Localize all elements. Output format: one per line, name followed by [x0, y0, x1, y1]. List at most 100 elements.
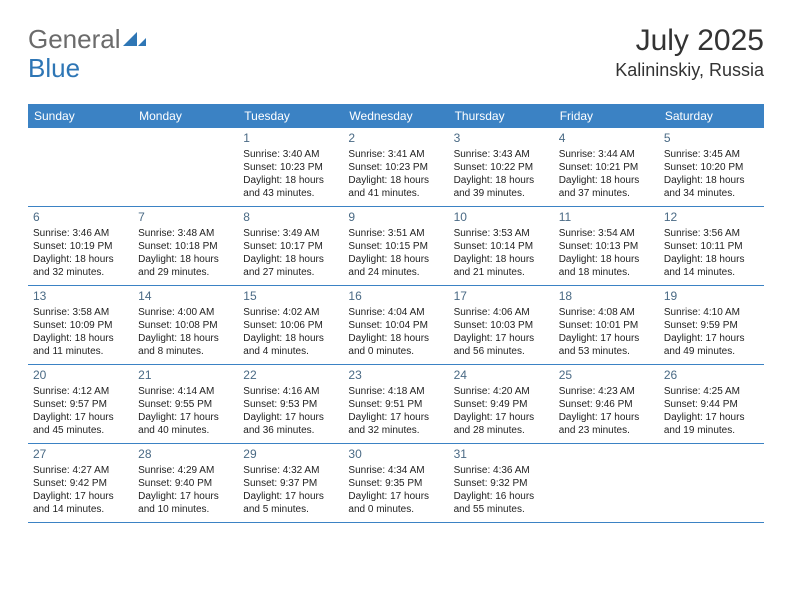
daylight-line: Daylight: 18 hours and 18 minutes.: [559, 253, 654, 279]
logo-text-blue: Blue: [28, 53, 80, 84]
day-cell: 6Sunrise: 3:46 AMSunset: 10:19 PMDayligh…: [28, 207, 133, 285]
day-number: 31: [454, 447, 549, 463]
day-number: 3: [454, 131, 549, 147]
day-cell-empty: [28, 128, 133, 206]
daylight-line: Daylight: 18 hours and 39 minutes.: [454, 174, 549, 200]
daylight-line: Daylight: 18 hours and 32 minutes.: [33, 253, 128, 279]
week-row: 13Sunrise: 3:58 AMSunset: 10:09 PMDaylig…: [28, 286, 764, 365]
day-number: 15: [243, 289, 338, 305]
day-header-friday: Friday: [554, 104, 659, 128]
daylight-line: Daylight: 18 hours and 43 minutes.: [243, 174, 338, 200]
day-cell: 18Sunrise: 4:08 AMSunset: 10:01 PMDaylig…: [554, 286, 659, 364]
sunrise-line: Sunrise: 4:12 AM: [33, 385, 128, 398]
day-number: 20: [33, 368, 128, 384]
logo-triangle-icon: [123, 30, 147, 50]
daylight-line: Daylight: 17 hours and 14 minutes.: [33, 490, 128, 516]
sunrise-line: Sunrise: 4:29 AM: [138, 464, 233, 477]
sunset-line: Sunset: 10:20 PM: [664, 161, 759, 174]
daylight-line: Daylight: 18 hours and 0 minutes.: [348, 332, 443, 358]
day-number: 13: [33, 289, 128, 305]
sunrise-line: Sunrise: 3:53 AM: [454, 227, 549, 240]
day-cell: 24Sunrise: 4:20 AMSunset: 9:49 PMDayligh…: [449, 365, 554, 443]
daylight-line: Daylight: 18 hours and 11 minutes.: [33, 332, 128, 358]
day-number: 18: [559, 289, 654, 305]
daylight-line: Daylight: 18 hours and 41 minutes.: [348, 174, 443, 200]
day-cell: 3Sunrise: 3:43 AMSunset: 10:22 PMDayligh…: [449, 128, 554, 206]
sunset-line: Sunset: 9:42 PM: [33, 477, 128, 490]
day-number: 28: [138, 447, 233, 463]
sunrise-line: Sunrise: 3:49 AM: [243, 227, 338, 240]
logo-text-gray: General: [28, 24, 121, 55]
day-header-saturday: Saturday: [659, 104, 764, 128]
sunrise-line: Sunrise: 3:51 AM: [348, 227, 443, 240]
daylight-line: Daylight: 17 hours and 49 minutes.: [664, 332, 759, 358]
daylight-line: Daylight: 17 hours and 10 minutes.: [138, 490, 233, 516]
day-cell: 8Sunrise: 3:49 AMSunset: 10:17 PMDayligh…: [238, 207, 343, 285]
sunrise-line: Sunrise: 4:18 AM: [348, 385, 443, 398]
sunset-line: Sunset: 10:03 PM: [454, 319, 549, 332]
day-cell: 17Sunrise: 4:06 AMSunset: 10:03 PMDaylig…: [449, 286, 554, 364]
day-number: 11: [559, 210, 654, 226]
daylight-line: Daylight: 18 hours and 29 minutes.: [138, 253, 233, 279]
sunset-line: Sunset: 10:23 PM: [243, 161, 338, 174]
sunrise-line: Sunrise: 3:46 AM: [33, 227, 128, 240]
sunset-line: Sunset: 9:44 PM: [664, 398, 759, 411]
page-title: July 2025: [615, 24, 764, 58]
sunrise-line: Sunrise: 4:27 AM: [33, 464, 128, 477]
sunset-line: Sunset: 10:09 PM: [33, 319, 128, 332]
day-number: 6: [33, 210, 128, 226]
sunset-line: Sunset: 9:35 PM: [348, 477, 443, 490]
day-cell: 11Sunrise: 3:54 AMSunset: 10:13 PMDaylig…: [554, 207, 659, 285]
day-number: 7: [138, 210, 233, 226]
sunrise-line: Sunrise: 3:44 AM: [559, 148, 654, 161]
day-header-wednesday: Wednesday: [343, 104, 448, 128]
sunset-line: Sunset: 10:17 PM: [243, 240, 338, 253]
sunset-line: Sunset: 10:08 PM: [138, 319, 233, 332]
day-number: 25: [559, 368, 654, 384]
daylight-line: Daylight: 18 hours and 27 minutes.: [243, 253, 338, 279]
week-row: 27Sunrise: 4:27 AMSunset: 9:42 PMDayligh…: [28, 444, 764, 523]
daylight-line: Daylight: 18 hours and 24 minutes.: [348, 253, 443, 279]
daylight-line: Daylight: 17 hours and 40 minutes.: [138, 411, 233, 437]
day-number: 5: [664, 131, 759, 147]
sunrise-line: Sunrise: 3:58 AM: [33, 306, 128, 319]
sunrise-line: Sunrise: 4:23 AM: [559, 385, 654, 398]
sunrise-line: Sunrise: 4:08 AM: [559, 306, 654, 319]
day-cell: 16Sunrise: 4:04 AMSunset: 10:04 PMDaylig…: [343, 286, 448, 364]
daylight-line: Daylight: 16 hours and 55 minutes.: [454, 490, 549, 516]
daylight-line: Daylight: 18 hours and 14 minutes.: [664, 253, 759, 279]
day-cell: 1Sunrise: 3:40 AMSunset: 10:23 PMDayligh…: [238, 128, 343, 206]
sunrise-line: Sunrise: 4:16 AM: [243, 385, 338, 398]
day-cell: 13Sunrise: 3:58 AMSunset: 10:09 PMDaylig…: [28, 286, 133, 364]
sunset-line: Sunset: 9:40 PM: [138, 477, 233, 490]
day-cell: 29Sunrise: 4:32 AMSunset: 9:37 PMDayligh…: [238, 444, 343, 522]
sunrise-line: Sunrise: 4:25 AM: [664, 385, 759, 398]
week-row: 20Sunrise: 4:12 AMSunset: 9:57 PMDayligh…: [28, 365, 764, 444]
sunrise-line: Sunrise: 3:45 AM: [664, 148, 759, 161]
daylight-line: Daylight: 17 hours and 5 minutes.: [243, 490, 338, 516]
day-number: 1: [243, 131, 338, 147]
daylight-line: Daylight: 17 hours and 0 minutes.: [348, 490, 443, 516]
sunrise-line: Sunrise: 3:54 AM: [559, 227, 654, 240]
day-number: 10: [454, 210, 549, 226]
day-header-monday: Monday: [133, 104, 238, 128]
day-cell: 26Sunrise: 4:25 AMSunset: 9:44 PMDayligh…: [659, 365, 764, 443]
daylight-line: Daylight: 17 hours and 32 minutes.: [348, 411, 443, 437]
day-cell: 27Sunrise: 4:27 AMSunset: 9:42 PMDayligh…: [28, 444, 133, 522]
sunset-line: Sunset: 9:59 PM: [664, 319, 759, 332]
sunrise-line: Sunrise: 4:02 AM: [243, 306, 338, 319]
sunset-line: Sunset: 10:13 PM: [559, 240, 654, 253]
sunrise-line: Sunrise: 4:20 AM: [454, 385, 549, 398]
calendar: SundayMondayTuesdayWednesdayThursdayFrid…: [28, 104, 764, 523]
sunset-line: Sunset: 10:22 PM: [454, 161, 549, 174]
sunrise-line: Sunrise: 3:48 AM: [138, 227, 233, 240]
day-number: 23: [348, 368, 443, 384]
daylight-line: Daylight: 18 hours and 37 minutes.: [559, 174, 654, 200]
day-cell: 14Sunrise: 4:00 AMSunset: 10:08 PMDaylig…: [133, 286, 238, 364]
day-number: 24: [454, 368, 549, 384]
daylight-line: Daylight: 17 hours and 28 minutes.: [454, 411, 549, 437]
daylight-line: Daylight: 17 hours and 23 minutes.: [559, 411, 654, 437]
weeks-container: 1Sunrise: 3:40 AMSunset: 10:23 PMDayligh…: [28, 128, 764, 523]
day-cell: 20Sunrise: 4:12 AMSunset: 9:57 PMDayligh…: [28, 365, 133, 443]
day-number: 27: [33, 447, 128, 463]
